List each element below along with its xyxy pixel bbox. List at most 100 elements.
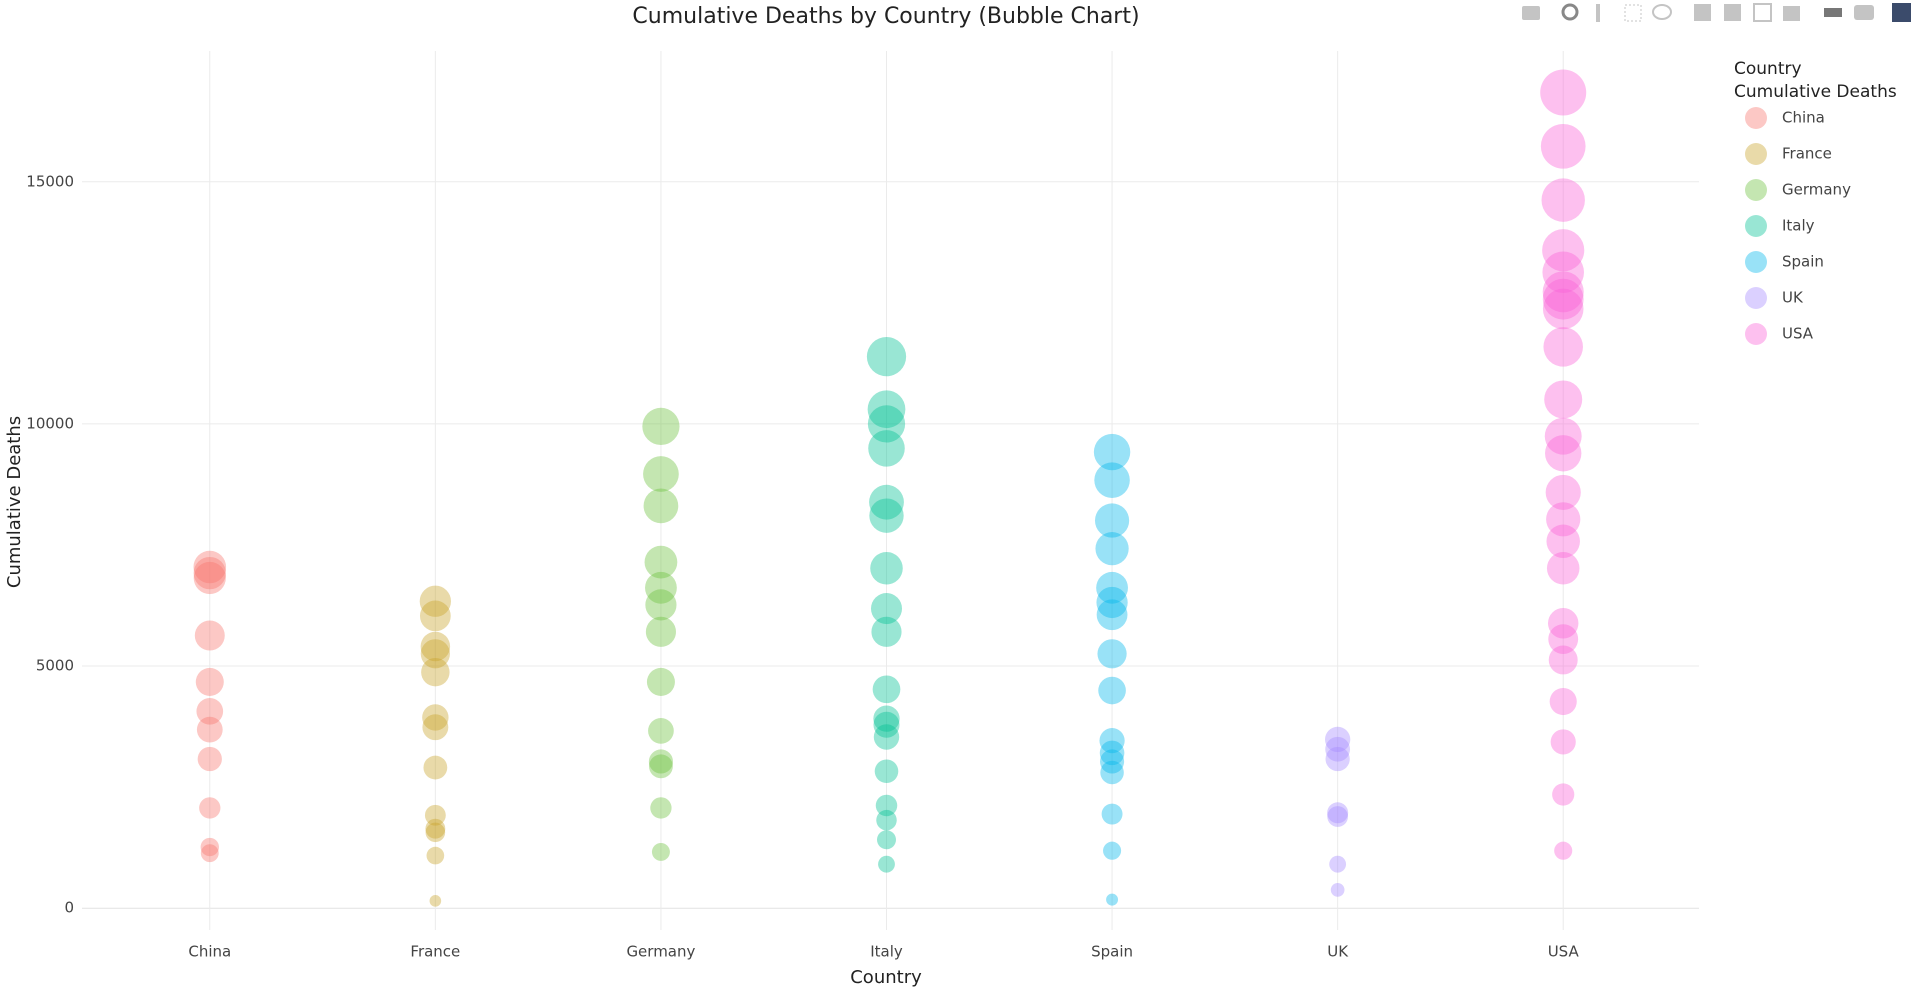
x-tick-label: Italy xyxy=(870,943,903,961)
bubble xyxy=(875,794,898,817)
bubble xyxy=(873,705,900,732)
bubble xyxy=(1540,123,1586,169)
bubble xyxy=(1099,728,1125,754)
bubble xyxy=(1550,729,1576,755)
legend-label: Germany xyxy=(1782,181,1851,199)
x-tick-label: Spain xyxy=(1091,943,1133,961)
bubble xyxy=(876,809,897,831)
bubble xyxy=(194,620,225,651)
bubble xyxy=(1542,271,1584,313)
bubble xyxy=(1100,749,1125,774)
bubble xyxy=(197,746,222,772)
bubble xyxy=(1327,806,1349,827)
bubble xyxy=(195,667,224,696)
bubble xyxy=(1094,462,1130,498)
lasso-icon[interactable] xyxy=(1652,4,1672,20)
bubble xyxy=(644,545,678,579)
bubble xyxy=(1542,229,1585,272)
bubble xyxy=(873,724,900,750)
bubble xyxy=(1099,740,1125,766)
bubble xyxy=(868,430,905,467)
bubble xyxy=(1547,608,1579,639)
bubble xyxy=(645,589,677,621)
bubble xyxy=(1103,841,1122,860)
bubble xyxy=(425,818,446,839)
legend-label: Spain xyxy=(1782,253,1824,271)
bubble xyxy=(1554,841,1573,860)
plotly-logo[interactable] xyxy=(1892,3,1911,22)
bubble xyxy=(419,600,451,632)
grid xyxy=(82,51,1699,930)
bubble xyxy=(1542,251,1584,294)
legend-marker xyxy=(1745,251,1767,273)
bubble xyxy=(1546,551,1580,585)
legend-marker xyxy=(1745,287,1767,309)
bubble xyxy=(1544,417,1582,455)
bubble xyxy=(193,556,226,590)
legend-title: Cumulative Deaths xyxy=(1734,82,1897,102)
bubble xyxy=(874,759,899,784)
bubble xyxy=(1093,433,1131,471)
pan-icon[interactable] xyxy=(1596,4,1600,22)
bubbles xyxy=(193,69,1587,907)
y-tick-label: 15000 xyxy=(26,172,74,190)
bubble xyxy=(1100,760,1124,785)
bubble xyxy=(423,755,448,780)
bubble xyxy=(1541,178,1585,222)
bubble xyxy=(878,855,895,873)
bubble xyxy=(648,717,674,744)
bubble xyxy=(1546,502,1581,537)
bubble xyxy=(870,551,903,585)
bubble xyxy=(646,667,675,696)
bubble xyxy=(643,488,679,524)
zoom-icon[interactable] xyxy=(1561,3,1579,21)
select-icon[interactable] xyxy=(1624,4,1642,22)
bubble xyxy=(1540,69,1587,116)
spike-icon[interactable] xyxy=(1824,8,1842,17)
bubble xyxy=(193,561,226,595)
bubble xyxy=(867,405,906,443)
bubble xyxy=(869,484,904,520)
bubble xyxy=(1098,676,1126,705)
bubble xyxy=(422,704,449,731)
x-tick-label: UK xyxy=(1327,943,1349,961)
bubble xyxy=(1325,736,1351,762)
bubble xyxy=(645,616,676,647)
x-tick-label: China xyxy=(188,943,231,961)
bubble xyxy=(1327,802,1349,824)
x-tick-label: France xyxy=(410,943,460,961)
bubble xyxy=(424,804,446,826)
bubble xyxy=(1097,639,1127,669)
autoscale-icon[interactable] xyxy=(1753,3,1772,22)
legend-title: Country xyxy=(1734,59,1802,79)
bubble xyxy=(1096,571,1128,604)
legend-marker xyxy=(1745,215,1767,237)
bubble xyxy=(1543,327,1583,367)
bubble xyxy=(873,711,900,738)
bubble xyxy=(1548,624,1579,655)
bubble xyxy=(866,337,907,377)
bubble xyxy=(867,390,906,429)
legend-label: UK xyxy=(1782,289,1804,307)
hover-icon[interactable] xyxy=(1854,5,1874,20)
bubble xyxy=(1542,278,1584,320)
bubble xyxy=(1329,855,1347,873)
camera-icon[interactable] xyxy=(1522,6,1540,20)
bubble xyxy=(870,593,903,625)
y-axis-title: Cumulative Deaths xyxy=(4,416,25,588)
zoom-out-icon[interactable] xyxy=(1724,4,1741,21)
bubble xyxy=(420,631,451,662)
bubble xyxy=(422,714,449,741)
bubble xyxy=(648,749,673,774)
legend-label: China xyxy=(1782,109,1825,127)
bubble xyxy=(1094,503,1130,538)
legend-marker xyxy=(1745,143,1767,165)
bubble xyxy=(871,616,902,647)
bubble xyxy=(1546,524,1580,559)
zoom-in-icon[interactable] xyxy=(1694,4,1711,21)
bubble xyxy=(1548,645,1578,675)
bubble xyxy=(1549,687,1577,716)
legend-label: Italy xyxy=(1782,217,1815,235)
home-icon[interactable] xyxy=(1783,6,1800,21)
